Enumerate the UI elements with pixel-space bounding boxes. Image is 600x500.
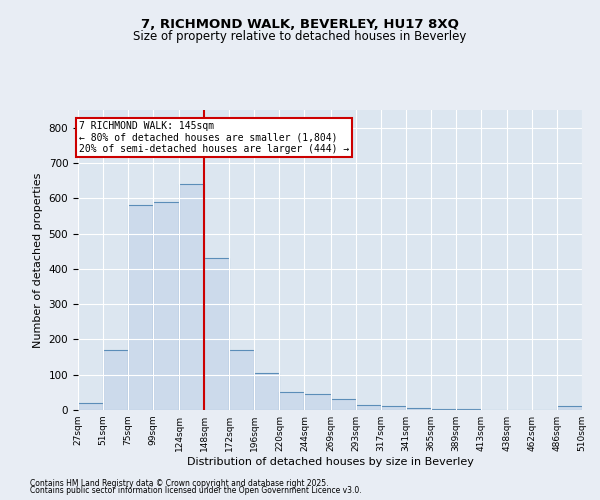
Bar [128, 206, 153, 410]
Text: Contains HM Land Registry data © Crown copyright and database right 2025.: Contains HM Land Registry data © Crown c… [30, 478, 329, 488]
Bar [153, 202, 179, 410]
X-axis label: Distribution of detached houses by size in Beverley: Distribution of detached houses by size … [187, 457, 473, 467]
Bar [380, 406, 406, 410]
Bar [103, 350, 128, 410]
Bar [254, 373, 280, 410]
Text: 7, RICHMOND WALK, BEVERLEY, HU17 8XQ: 7, RICHMOND WALK, BEVERLEY, HU17 8XQ [141, 18, 459, 30]
Bar [179, 184, 204, 410]
Bar [557, 406, 582, 410]
Text: Contains public sector information licensed under the Open Government Licence v3: Contains public sector information licen… [30, 486, 362, 495]
Y-axis label: Number of detached properties: Number of detached properties [33, 172, 43, 348]
Text: 7 RICHMOND WALK: 145sqm
← 80% of detached houses are smaller (1,804)
20% of semi: 7 RICHMOND WALK: 145sqm ← 80% of detache… [79, 120, 349, 154]
Bar [356, 404, 380, 410]
Bar [304, 394, 331, 410]
Bar [331, 400, 356, 410]
Bar [229, 350, 254, 410]
Bar [78, 403, 103, 410]
Bar [280, 392, 304, 410]
Text: Size of property relative to detached houses in Beverley: Size of property relative to detached ho… [133, 30, 467, 43]
Bar [406, 408, 431, 410]
Bar [204, 258, 229, 410]
Bar [431, 409, 456, 410]
